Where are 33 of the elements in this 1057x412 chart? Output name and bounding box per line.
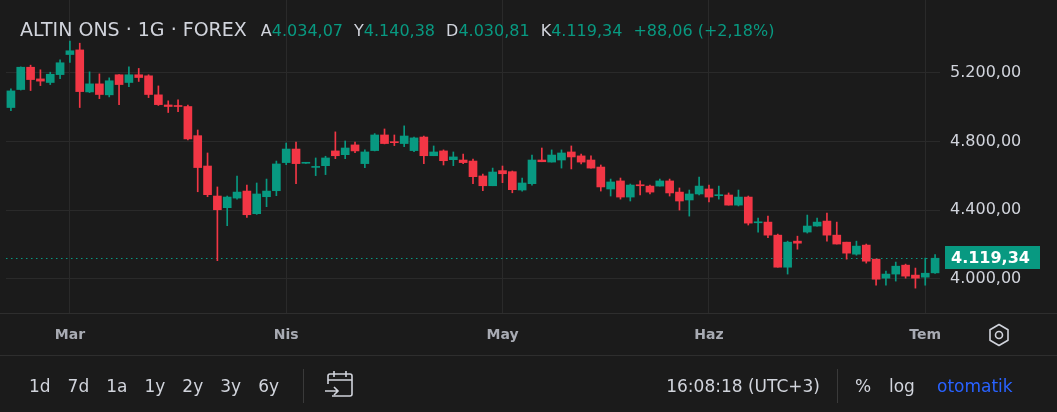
- text: 1a: [106, 376, 128, 396]
- candlestick: [311, 157, 321, 176]
- text: ALTIN ONS · 1G · FOREX: [20, 18, 247, 40]
- text: 1y: [144, 376, 166, 396]
- text: 1d: [29, 376, 51, 396]
- text: %: [855, 376, 872, 396]
- y-tick-label: 4.400,00: [950, 199, 1022, 219]
- annotation: D4.030,81: [446, 21, 530, 40]
- annotation: +88,06 (+2,18%): [633, 21, 775, 40]
- text: 7d: [67, 376, 90, 396]
- x-tick-label: May: [486, 326, 519, 343]
- y-tick-label: 5.200,00: [950, 62, 1022, 82]
- annotation: Y4.140,38: [354, 21, 436, 40]
- candlestick: [753, 217, 763, 233]
- candlestick: [65, 40, 75, 63]
- text: log: [889, 376, 915, 396]
- annotation: A4.034,07: [260, 21, 344, 40]
- y-tick-label: 4.800,00: [950, 130, 1022, 150]
- candlestick: [714, 185, 724, 200]
- x-tick-label: Mar: [54, 326, 86, 343]
- text: 3y: [220, 376, 242, 396]
- candlestick: [684, 189, 694, 217]
- text: 2y: [182, 376, 204, 396]
- annotation: K4.119,34: [540, 21, 623, 40]
- ref-line-label: 4.119,34: [945, 246, 1040, 270]
- text: 6y: [258, 376, 280, 396]
- x-tick-label: Nis: [273, 326, 299, 343]
- y-tick-label: 4.000,00: [950, 267, 1022, 287]
- text: otomatik: [937, 376, 1013, 396]
- candlestick: [635, 180, 645, 196]
- text: 16:08:18 (UTC+3): [666, 376, 820, 396]
- x-tick-label: Tem: [909, 326, 942, 343]
- x-tick-label: Haz: [694, 326, 724, 343]
